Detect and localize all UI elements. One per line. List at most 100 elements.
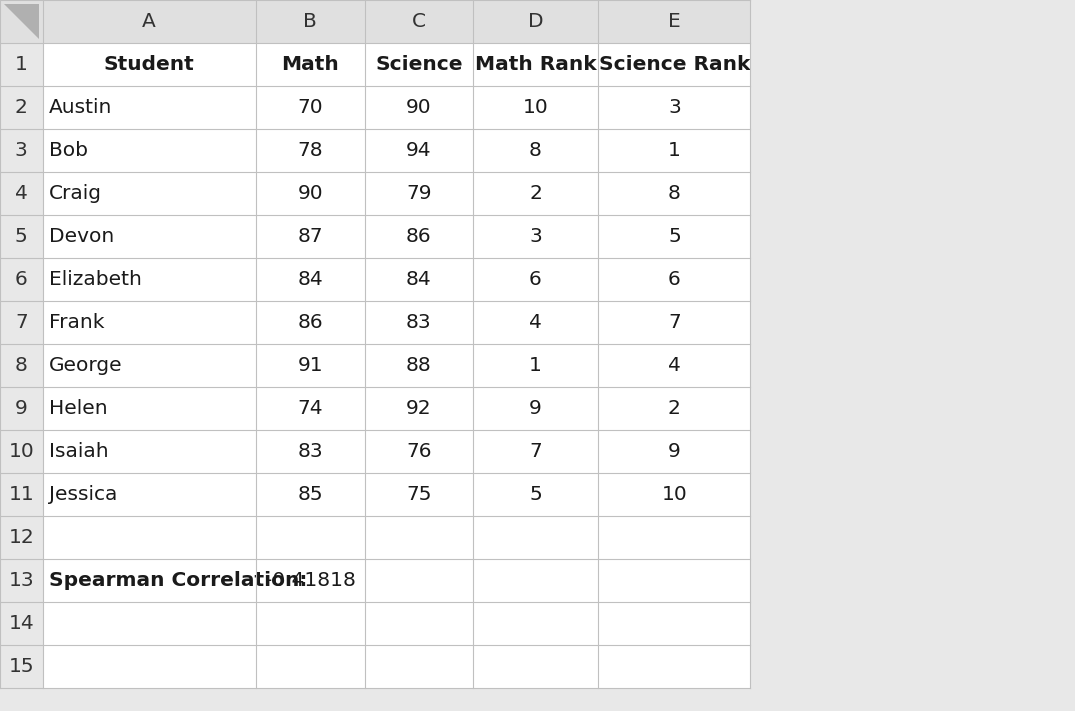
- Bar: [366, 645, 473, 688]
- Bar: [43, 430, 256, 473]
- Bar: [0, 43, 43, 86]
- Text: 88: 88: [406, 356, 432, 375]
- Bar: [256, 430, 366, 473]
- Bar: [256, 473, 366, 516]
- Bar: [0, 645, 43, 688]
- Text: Helen: Helen: [48, 399, 108, 418]
- Text: 7: 7: [529, 442, 542, 461]
- Bar: [43, 387, 256, 430]
- Text: George: George: [48, 356, 123, 375]
- Bar: [366, 559, 473, 602]
- Bar: [473, 258, 599, 301]
- Bar: [599, 0, 750, 43]
- Bar: [0, 215, 43, 258]
- Bar: [366, 86, 473, 129]
- Text: 4: 4: [668, 356, 680, 375]
- Text: Math: Math: [282, 55, 340, 74]
- Text: 7: 7: [15, 313, 28, 332]
- Bar: [473, 129, 599, 172]
- Text: 10: 10: [522, 98, 548, 117]
- Text: 6: 6: [15, 270, 28, 289]
- Bar: [43, 215, 256, 258]
- Bar: [599, 215, 750, 258]
- Text: Austin: Austin: [48, 98, 112, 117]
- Bar: [599, 43, 750, 86]
- Bar: [256, 215, 366, 258]
- Text: 90: 90: [406, 98, 432, 117]
- Bar: [43, 43, 256, 86]
- Bar: [256, 86, 366, 129]
- Bar: [43, 0, 256, 43]
- Bar: [256, 387, 366, 430]
- Bar: [43, 129, 256, 172]
- Text: Student: Student: [103, 55, 195, 74]
- Bar: [43, 602, 256, 645]
- Bar: [0, 258, 43, 301]
- Bar: [473, 559, 599, 602]
- Text: 94: 94: [406, 141, 432, 160]
- Text: 83: 83: [298, 442, 324, 461]
- Bar: [599, 129, 750, 172]
- Text: 4: 4: [529, 313, 542, 332]
- Text: 2: 2: [529, 184, 542, 203]
- Text: 4: 4: [15, 184, 28, 203]
- Bar: [0, 301, 43, 344]
- Bar: [256, 43, 366, 86]
- Bar: [43, 301, 256, 344]
- Text: Math Rank: Math Rank: [475, 55, 597, 74]
- Bar: [473, 43, 599, 86]
- Bar: [473, 344, 599, 387]
- Bar: [599, 602, 750, 645]
- Bar: [0, 473, 43, 516]
- Text: 9: 9: [529, 399, 542, 418]
- Text: 9: 9: [668, 442, 680, 461]
- Bar: [0, 86, 43, 129]
- Bar: [0, 172, 43, 215]
- Text: 2: 2: [15, 98, 28, 117]
- Bar: [256, 602, 366, 645]
- Text: Science Rank: Science Rank: [599, 55, 750, 74]
- Text: 11: 11: [9, 485, 34, 504]
- Text: 74: 74: [298, 399, 324, 418]
- Bar: [43, 473, 256, 516]
- Bar: [0, 430, 43, 473]
- Text: 5: 5: [668, 227, 680, 246]
- Text: 7: 7: [668, 313, 680, 332]
- Text: 14: 14: [9, 614, 34, 633]
- Bar: [256, 301, 366, 344]
- Bar: [599, 344, 750, 387]
- Text: C: C: [412, 12, 426, 31]
- Text: 15: 15: [9, 657, 34, 676]
- Text: 5: 5: [529, 485, 542, 504]
- Text: A: A: [142, 12, 156, 31]
- Polygon shape: [4, 4, 39, 39]
- Bar: [599, 258, 750, 301]
- Bar: [366, 516, 473, 559]
- Bar: [599, 86, 750, 129]
- Text: 90: 90: [298, 184, 324, 203]
- Text: Frank: Frank: [48, 313, 104, 332]
- Text: 3: 3: [668, 98, 680, 117]
- Bar: [599, 559, 750, 602]
- Text: 1: 1: [15, 55, 28, 74]
- Text: 79: 79: [406, 184, 431, 203]
- Bar: [256, 344, 366, 387]
- Bar: [366, 43, 473, 86]
- Text: Elizabeth: Elizabeth: [48, 270, 142, 289]
- Text: 10: 10: [9, 442, 34, 461]
- Bar: [366, 172, 473, 215]
- Text: 70: 70: [298, 98, 324, 117]
- Bar: [366, 0, 473, 43]
- Text: 8: 8: [668, 184, 680, 203]
- Text: Jessica: Jessica: [48, 485, 117, 504]
- Bar: [473, 0, 599, 43]
- Text: 3: 3: [529, 227, 542, 246]
- Bar: [599, 645, 750, 688]
- Text: 1: 1: [529, 356, 542, 375]
- Text: 9: 9: [15, 399, 28, 418]
- Bar: [0, 516, 43, 559]
- Text: 92: 92: [406, 399, 432, 418]
- Text: Spearman Correlation:: Spearman Correlation:: [48, 571, 307, 590]
- Bar: [256, 559, 366, 602]
- Text: D: D: [528, 12, 543, 31]
